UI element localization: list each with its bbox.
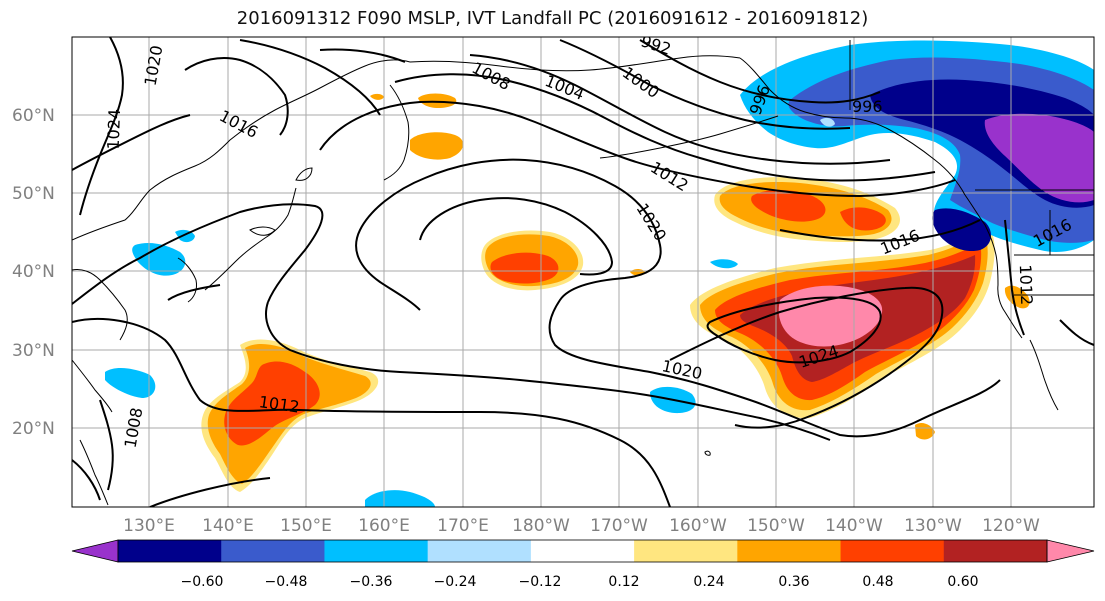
lon-label: 160°W <box>669 516 727 536</box>
lon-label: 140°W <box>825 516 883 536</box>
latitude-labels: 60°N 50°N 40°N 30°N 20°N <box>12 106 55 439</box>
colorbar-segment <box>737 540 842 562</box>
lon-label: 160°E <box>358 516 410 536</box>
longitude-labels: 130°E 140°E 150°E 160°E 170°E 180°W 170°… <box>123 516 1040 536</box>
colorbar-tick: −0.48 <box>265 574 308 590</box>
colorbar-tick: −0.60 <box>181 574 224 590</box>
lat-label-60n: 60°N <box>12 106 55 126</box>
map-title: 2016091312 F090 MSLP, IVT Landfall PC (2… <box>236 8 869 29</box>
colorbar-tick: 0.12 <box>608 574 639 590</box>
map-content: 1020 1024 1016 1008 1004 1000 992 996 99… <box>72 37 1094 507</box>
lon-label: 150°E <box>280 516 332 536</box>
colorbar-segment <box>427 540 532 562</box>
colorbar-tick: 0.60 <box>947 574 978 590</box>
colorbar <box>71 539 1095 563</box>
colorbar-segment <box>840 540 945 562</box>
colorbar-tick: 0.24 <box>693 574 724 590</box>
colorbar-segment <box>530 540 635 562</box>
coastlines <box>72 40 1094 506</box>
lon-label: 120°W <box>982 516 1040 536</box>
isobar-label: 1012 <box>1016 264 1036 305</box>
lon-label: 140°E <box>202 516 254 536</box>
colorbar-tick: 0.36 <box>778 574 809 590</box>
lat-label-40n: 40°N <box>12 262 55 282</box>
map-frame <box>71 36 1095 508</box>
lat-label-50n: 50°N <box>12 184 55 204</box>
isobar-label: 996 <box>852 97 883 116</box>
negative-ivt-shading <box>105 40 1094 507</box>
colorbar-segment <box>118 540 222 562</box>
colorbar-extend-max <box>1046 539 1095 563</box>
colorbar-tick: −0.24 <box>434 574 477 590</box>
colorbar-segment <box>221 540 325 562</box>
lat-label-30n: 30°N <box>12 341 55 361</box>
lon-label: 170°E <box>437 516 489 536</box>
colorbar-segment <box>634 540 738 562</box>
lat-label-20n: 20°N <box>12 419 55 439</box>
colorbar-extend-min <box>71 539 119 563</box>
lon-label: 150°W <box>747 516 805 536</box>
colorbar-tick: −0.12 <box>519 574 562 590</box>
lon-label: 130°W <box>904 516 962 536</box>
colorbar-segment <box>943 540 1048 562</box>
colorbar-segment <box>324 540 429 562</box>
mslp-contours <box>72 37 1094 507</box>
lon-label: 170°W <box>590 516 648 536</box>
isobar-label: 1024 <box>104 109 124 150</box>
colorbar-tick: −0.36 <box>350 574 393 590</box>
colorbar-border <box>117 539 1048 563</box>
colorbar-tick-labels: −0.60 −0.48 −0.36 −0.24 −0.12 0.12 0.24 … <box>181 574 979 590</box>
lon-label: 130°E <box>123 516 175 536</box>
colorbar-tick: 0.48 <box>862 574 893 590</box>
lon-label: 180°W <box>512 516 570 536</box>
